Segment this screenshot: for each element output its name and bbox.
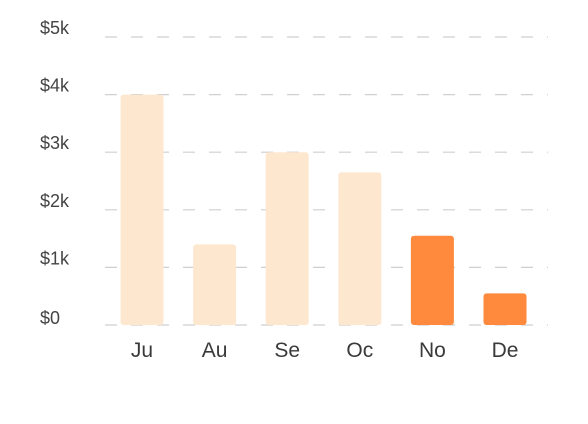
x-tick-label: Oc — [346, 339, 373, 362]
bar-au[interactable] — [193, 244, 237, 325]
bar-oc[interactable] — [338, 172, 382, 325]
gridlines — [105, 36, 548, 326]
y-tick-label: $5k — [40, 18, 70, 38]
y-tick-label: $0 — [40, 308, 60, 328]
x-tick-label: Ju — [131, 339, 153, 362]
y-tick-label: $3k — [40, 133, 70, 153]
y-tick-label: $4k — [40, 76, 70, 96]
x-tick-label: Se — [274, 339, 300, 362]
bar-se[interactable] — [265, 152, 309, 325]
x-tick-label: No — [419, 339, 446, 362]
x-tick-label: Au — [202, 339, 228, 362]
bar-ju[interactable] — [120, 94, 164, 325]
bar-no[interactable] — [410, 235, 454, 325]
y-tick-label: $1k — [40, 248, 70, 268]
x-axis-ticks: Ju Au Se Oc No De — [131, 339, 519, 362]
x-tick-label: De — [492, 339, 519, 362]
y-tick-label: $2k — [40, 191, 70, 211]
bars — [120, 94, 527, 325]
y-axis-ticks: $0 $1k $2k $3k $4k $5k — [40, 18, 70, 328]
bar-de[interactable] — [483, 293, 527, 325]
